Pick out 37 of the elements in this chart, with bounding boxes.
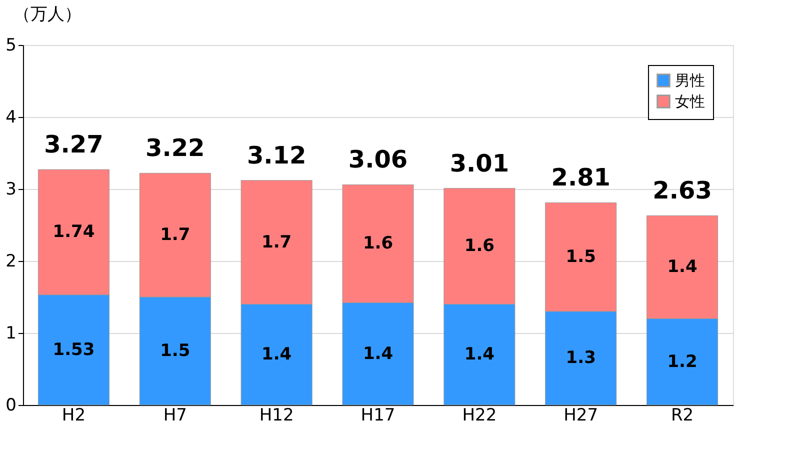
data-label: 1.5 — [160, 341, 190, 361]
x-tick-label: H27 — [564, 406, 598, 426]
total-label: 3.22 — [146, 134, 205, 162]
data-label: 1.74 — [52, 222, 95, 242]
total-label: 3.06 — [348, 146, 408, 174]
total-label: 3.27 — [44, 130, 104, 159]
total-label: 2.81 — [551, 164, 610, 192]
y-tick-label: 4 — [6, 108, 16, 128]
y-tick-label: 0 — [6, 396, 16, 416]
data-label: 1.6 — [464, 236, 494, 256]
data-label: 1.4 — [464, 344, 495, 365]
legend-label: 女性 — [675, 92, 705, 110]
legend-label: 男性 — [675, 72, 705, 90]
x-tick-label: H2 — [62, 406, 86, 426]
data-label: 1.7 — [262, 232, 292, 252]
data-label: 1.7 — [160, 225, 190, 246]
x-tick-label: H7 — [163, 406, 187, 426]
total-label: 3.01 — [450, 149, 510, 178]
x-tick-label: H17 — [360, 406, 396, 426]
y-tick-label: 5 — [6, 36, 16, 56]
y-tick-label: 3 — [6, 180, 16, 200]
data-label: 1.4 — [667, 257, 698, 278]
data-label: 1.4 — [262, 344, 292, 365]
data-label: 1.4 — [362, 344, 394, 364]
data-label: 1.53 — [52, 340, 95, 360]
x-tick-label: H22 — [462, 406, 497, 426]
y-axis-title: （万人） — [14, 4, 82, 24]
y-tick-label: 1 — [6, 324, 16, 344]
data-label: 1.5 — [566, 247, 596, 268]
x-tick-label: H12 — [259, 406, 294, 426]
y-tick-label: 2 — [6, 252, 16, 272]
total-label: 3.12 — [246, 141, 306, 170]
data-label: 1.3 — [566, 348, 596, 368]
total-label: 2.63 — [652, 176, 712, 205]
data-label: 1.6 — [362, 234, 394, 254]
data-label: 1.2 — [667, 352, 698, 372]
x-tick-label: R2 — [670, 406, 694, 426]
